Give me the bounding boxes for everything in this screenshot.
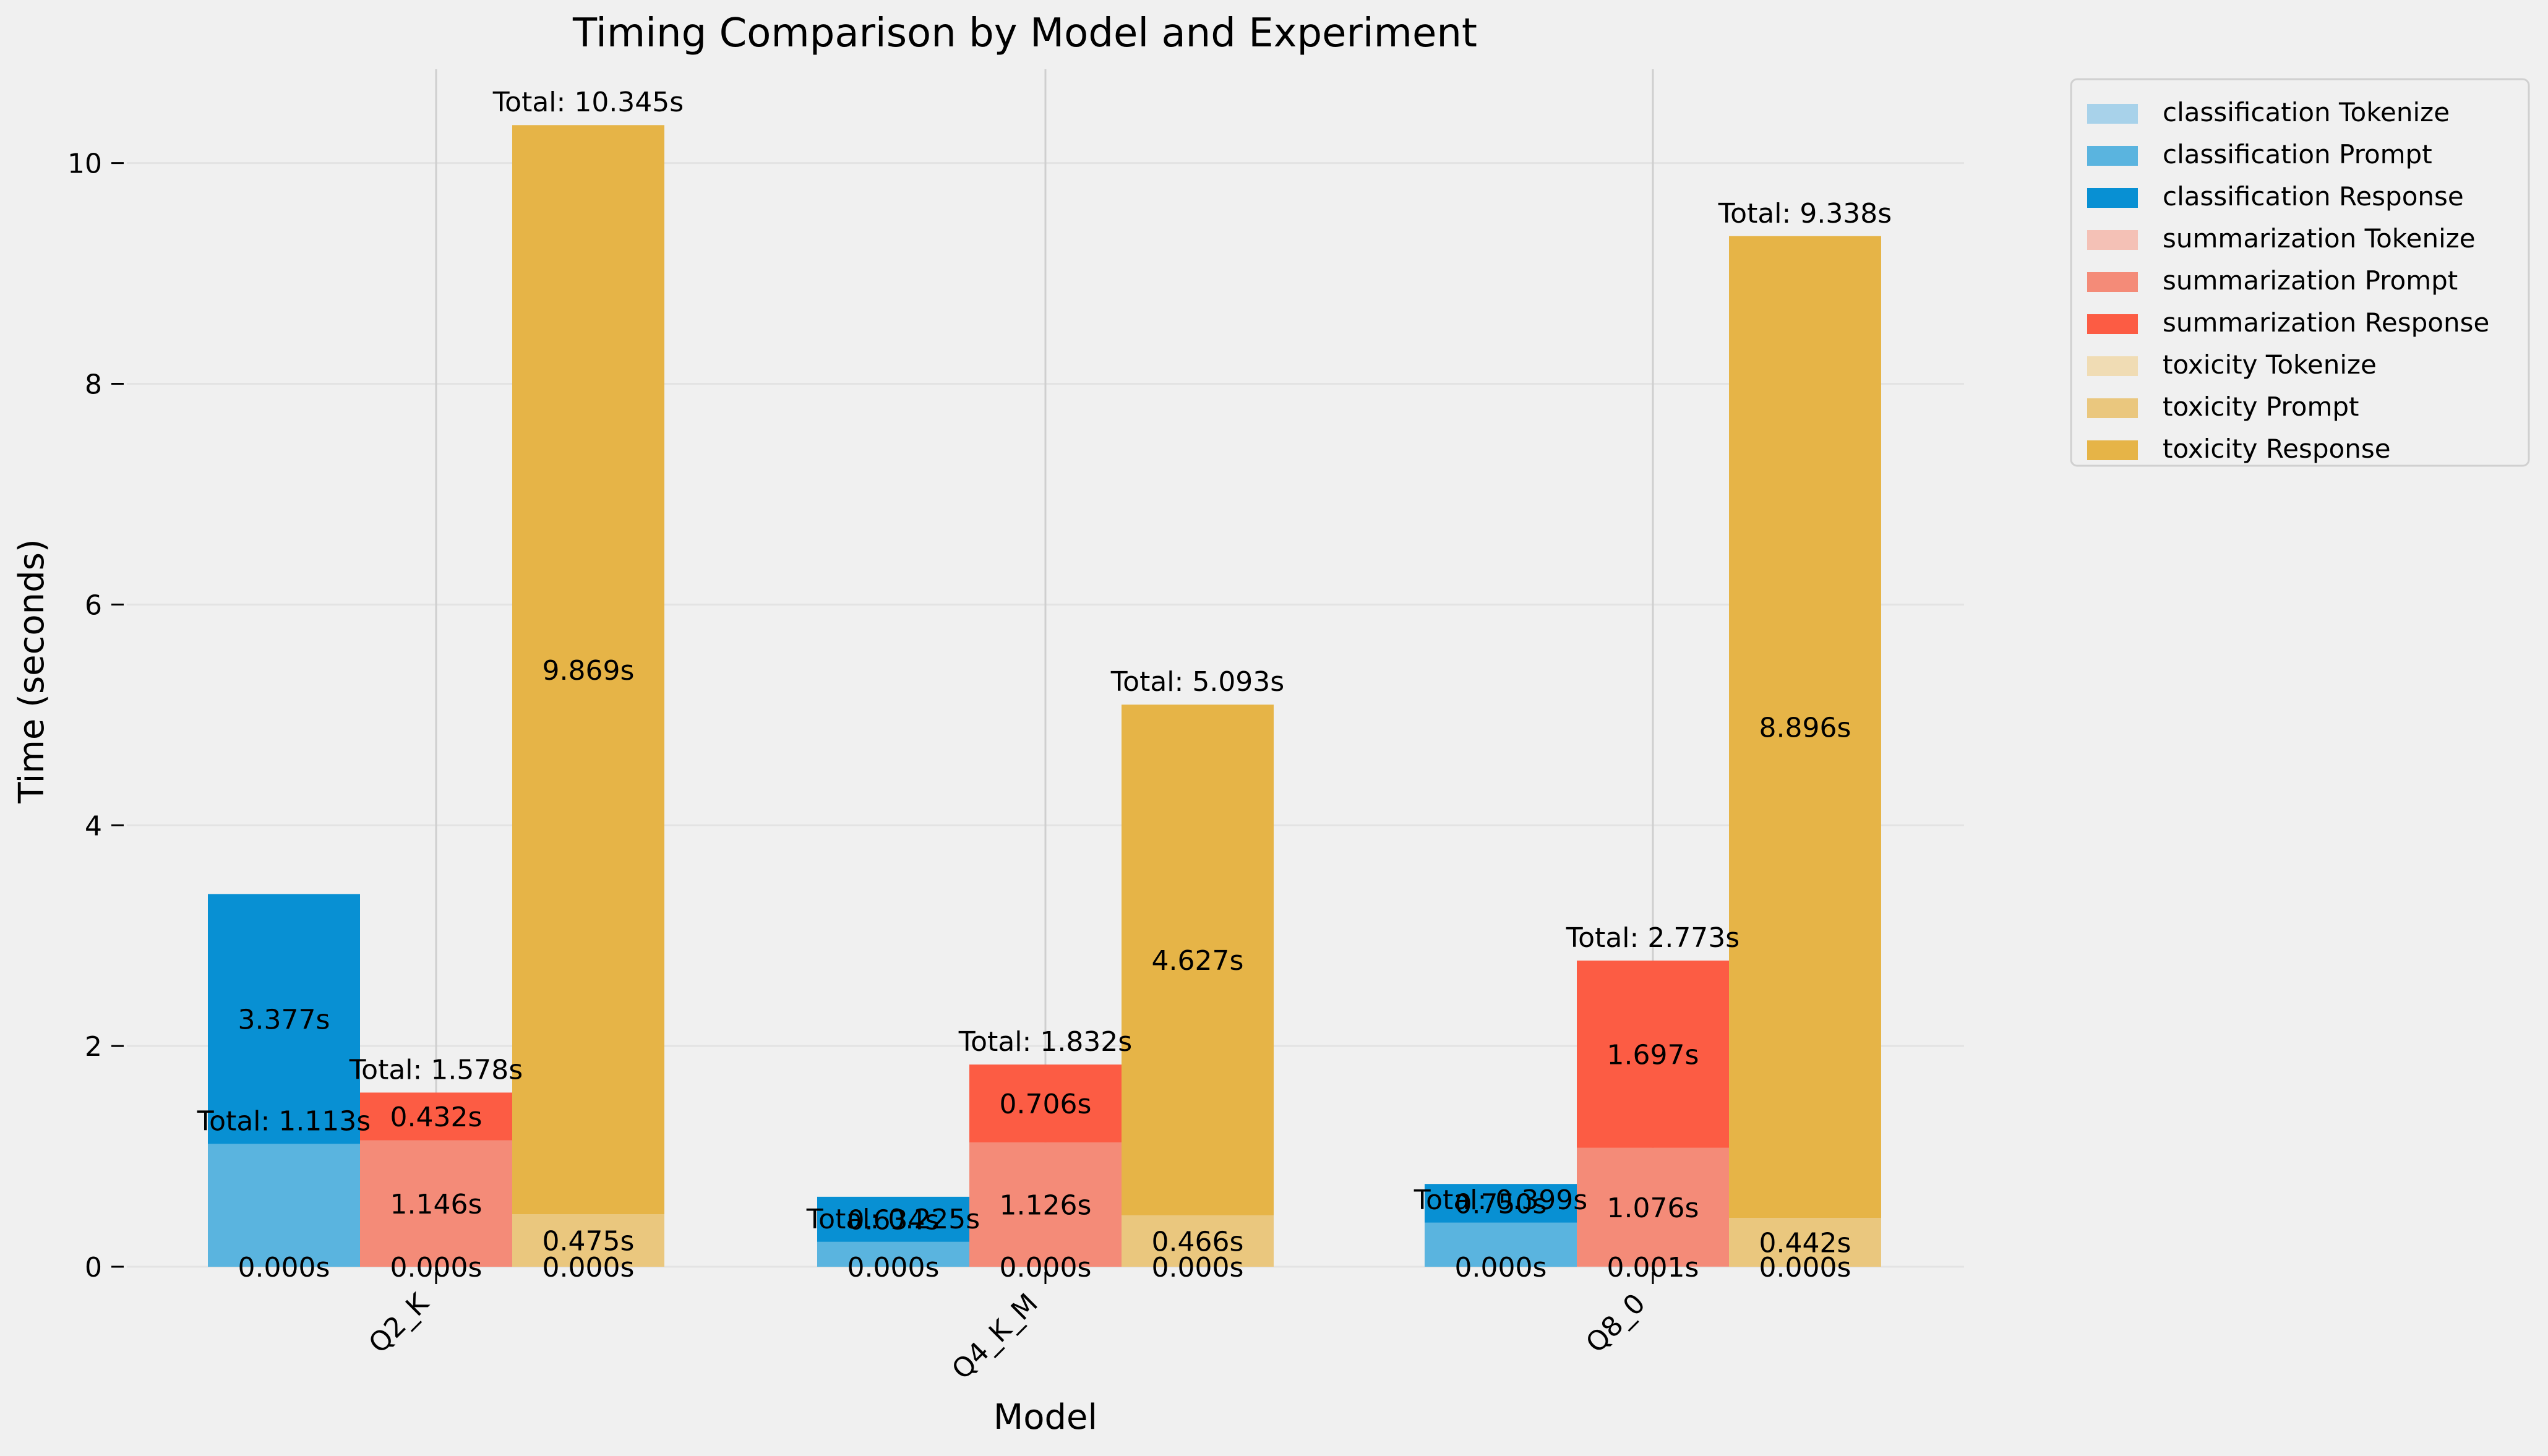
- legend-swatch: [2087, 398, 2138, 418]
- legend: classification Tokenize classification Pr…: [2070, 78, 2530, 467]
- total-label: Total: 0.399s: [1413, 1184, 1587, 1216]
- segment-value-label: 0.000s: [238, 1252, 330, 1283]
- bars: [208, 125, 1881, 1267]
- segment-value-label: 0.475s: [543, 1226, 635, 1257]
- legend-swatch: [2087, 230, 2138, 250]
- segment-value-label: 0.706s: [1000, 1089, 1092, 1120]
- chart-title: Timing Comparison by Model and Experimen…: [572, 11, 1477, 56]
- bar-segment: [1577, 961, 1729, 1148]
- legend-swatch: [2087, 272, 2138, 292]
- bar-segment: [512, 1214, 664, 1267]
- bar-segment: [1425, 1184, 1577, 1223]
- legend-swatch: [2087, 104, 2138, 124]
- total-label: Total: 10.345s: [492, 87, 684, 118]
- total-label: Total: 0.225s: [806, 1204, 980, 1235]
- bar-segment: [1122, 704, 1274, 1215]
- total-label: Total: 1.832s: [958, 1026, 1132, 1058]
- total-label: Total: 5.093s: [1110, 666, 1284, 698]
- segment-value-label: 9.869s: [543, 655, 635, 687]
- segment-value-label: 0.000s: [847, 1252, 940, 1283]
- segment-value-label: 0.000s: [1455, 1252, 1547, 1283]
- legend-entry-label: summarization Prompt: [2163, 265, 2458, 296]
- legend-entry-label: classification Prompt: [2163, 139, 2432, 169]
- segment-value-label: 0.750s: [1455, 1188, 1547, 1220]
- segment-value-label: 1.146s: [390, 1189, 483, 1220]
- total-label: Total: 9.338s: [1718, 198, 1892, 229]
- y-tick-label: 4: [85, 810, 102, 842]
- legend-entry-label: summarization Response: [2163, 307, 2489, 338]
- y-tick-label: 10: [67, 148, 102, 180]
- legend-entry-label: classification Response: [2163, 181, 2464, 212]
- bar-segment: [969, 1142, 1122, 1267]
- bar-segment: [360, 1092, 512, 1141]
- total-label: Total: 1.578s: [349, 1054, 523, 1086]
- legend-swatch: [2087, 314, 2138, 334]
- segment-value-label: 1.697s: [1607, 1039, 1699, 1071]
- bar-segment: [360, 1140, 512, 1267]
- segment-value-label: 0.432s: [390, 1102, 483, 1133]
- bar-segment: [1729, 1218, 1881, 1267]
- segment-value-label: 1.126s: [1000, 1190, 1092, 1222]
- y-tick-label: 6: [85, 589, 102, 621]
- legend-entry-label: toxicity Tokenize: [2163, 349, 2377, 380]
- legend-entry-label: toxicity Prompt: [2163, 392, 2359, 422]
- segment-value-label: 4.627s: [1152, 945, 1244, 977]
- y-tick-label: 8: [85, 369, 102, 401]
- bar-segment: [817, 1196, 969, 1242]
- legend-entry-label: classification Tokenize: [2163, 97, 2450, 127]
- segment-value-label: 0.634s: [847, 1204, 940, 1236]
- total-label: Total: 1.113s: [197, 1105, 371, 1137]
- legend-box: [2070, 78, 2530, 467]
- bar-segment: [1577, 1147, 1729, 1267]
- legend-swatch: [2087, 188, 2138, 208]
- segment-value-label: 0.000s: [1152, 1252, 1244, 1283]
- segment-value-label: 0.000s: [543, 1252, 635, 1283]
- legend-swatch: [2087, 146, 2138, 166]
- total-label: Total: 2.773s: [1566, 922, 1739, 954]
- bar-segment: [208, 1144, 360, 1267]
- segment-value-label: 8.896s: [1759, 712, 1851, 743]
- bar-segment: [817, 1241, 969, 1267]
- legend-entry-label: summarization Tokenize: [2163, 223, 2476, 254]
- bar-segment: [1122, 1215, 1274, 1267]
- y-tick-label: 2: [85, 1031, 102, 1063]
- x-axis-label: Model: [993, 1397, 1097, 1437]
- segment-value-label: 1.076s: [1607, 1193, 1699, 1224]
- segment-value-label: 3.377s: [238, 1004, 330, 1035]
- segment-value-label: 0.000s: [1759, 1252, 1851, 1283]
- segment-value-label: 0.466s: [1152, 1226, 1244, 1257]
- bar-segment: [969, 1064, 1122, 1143]
- legend-entry-label: toxicity Response: [2163, 434, 2391, 464]
- y-axis-label: Time (seconds): [12, 539, 52, 803]
- bar-segment: [1425, 1222, 1577, 1267]
- bar-segment: [1729, 236, 1881, 1218]
- legend-swatch: [2087, 356, 2138, 376]
- segment-value-label: 0.442s: [1759, 1228, 1851, 1259]
- y-tick-label: 0: [85, 1252, 102, 1283]
- bar-segment: [512, 125, 664, 1215]
- legend-swatch: [2087, 440, 2138, 460]
- bar-segment: [208, 894, 360, 1144]
